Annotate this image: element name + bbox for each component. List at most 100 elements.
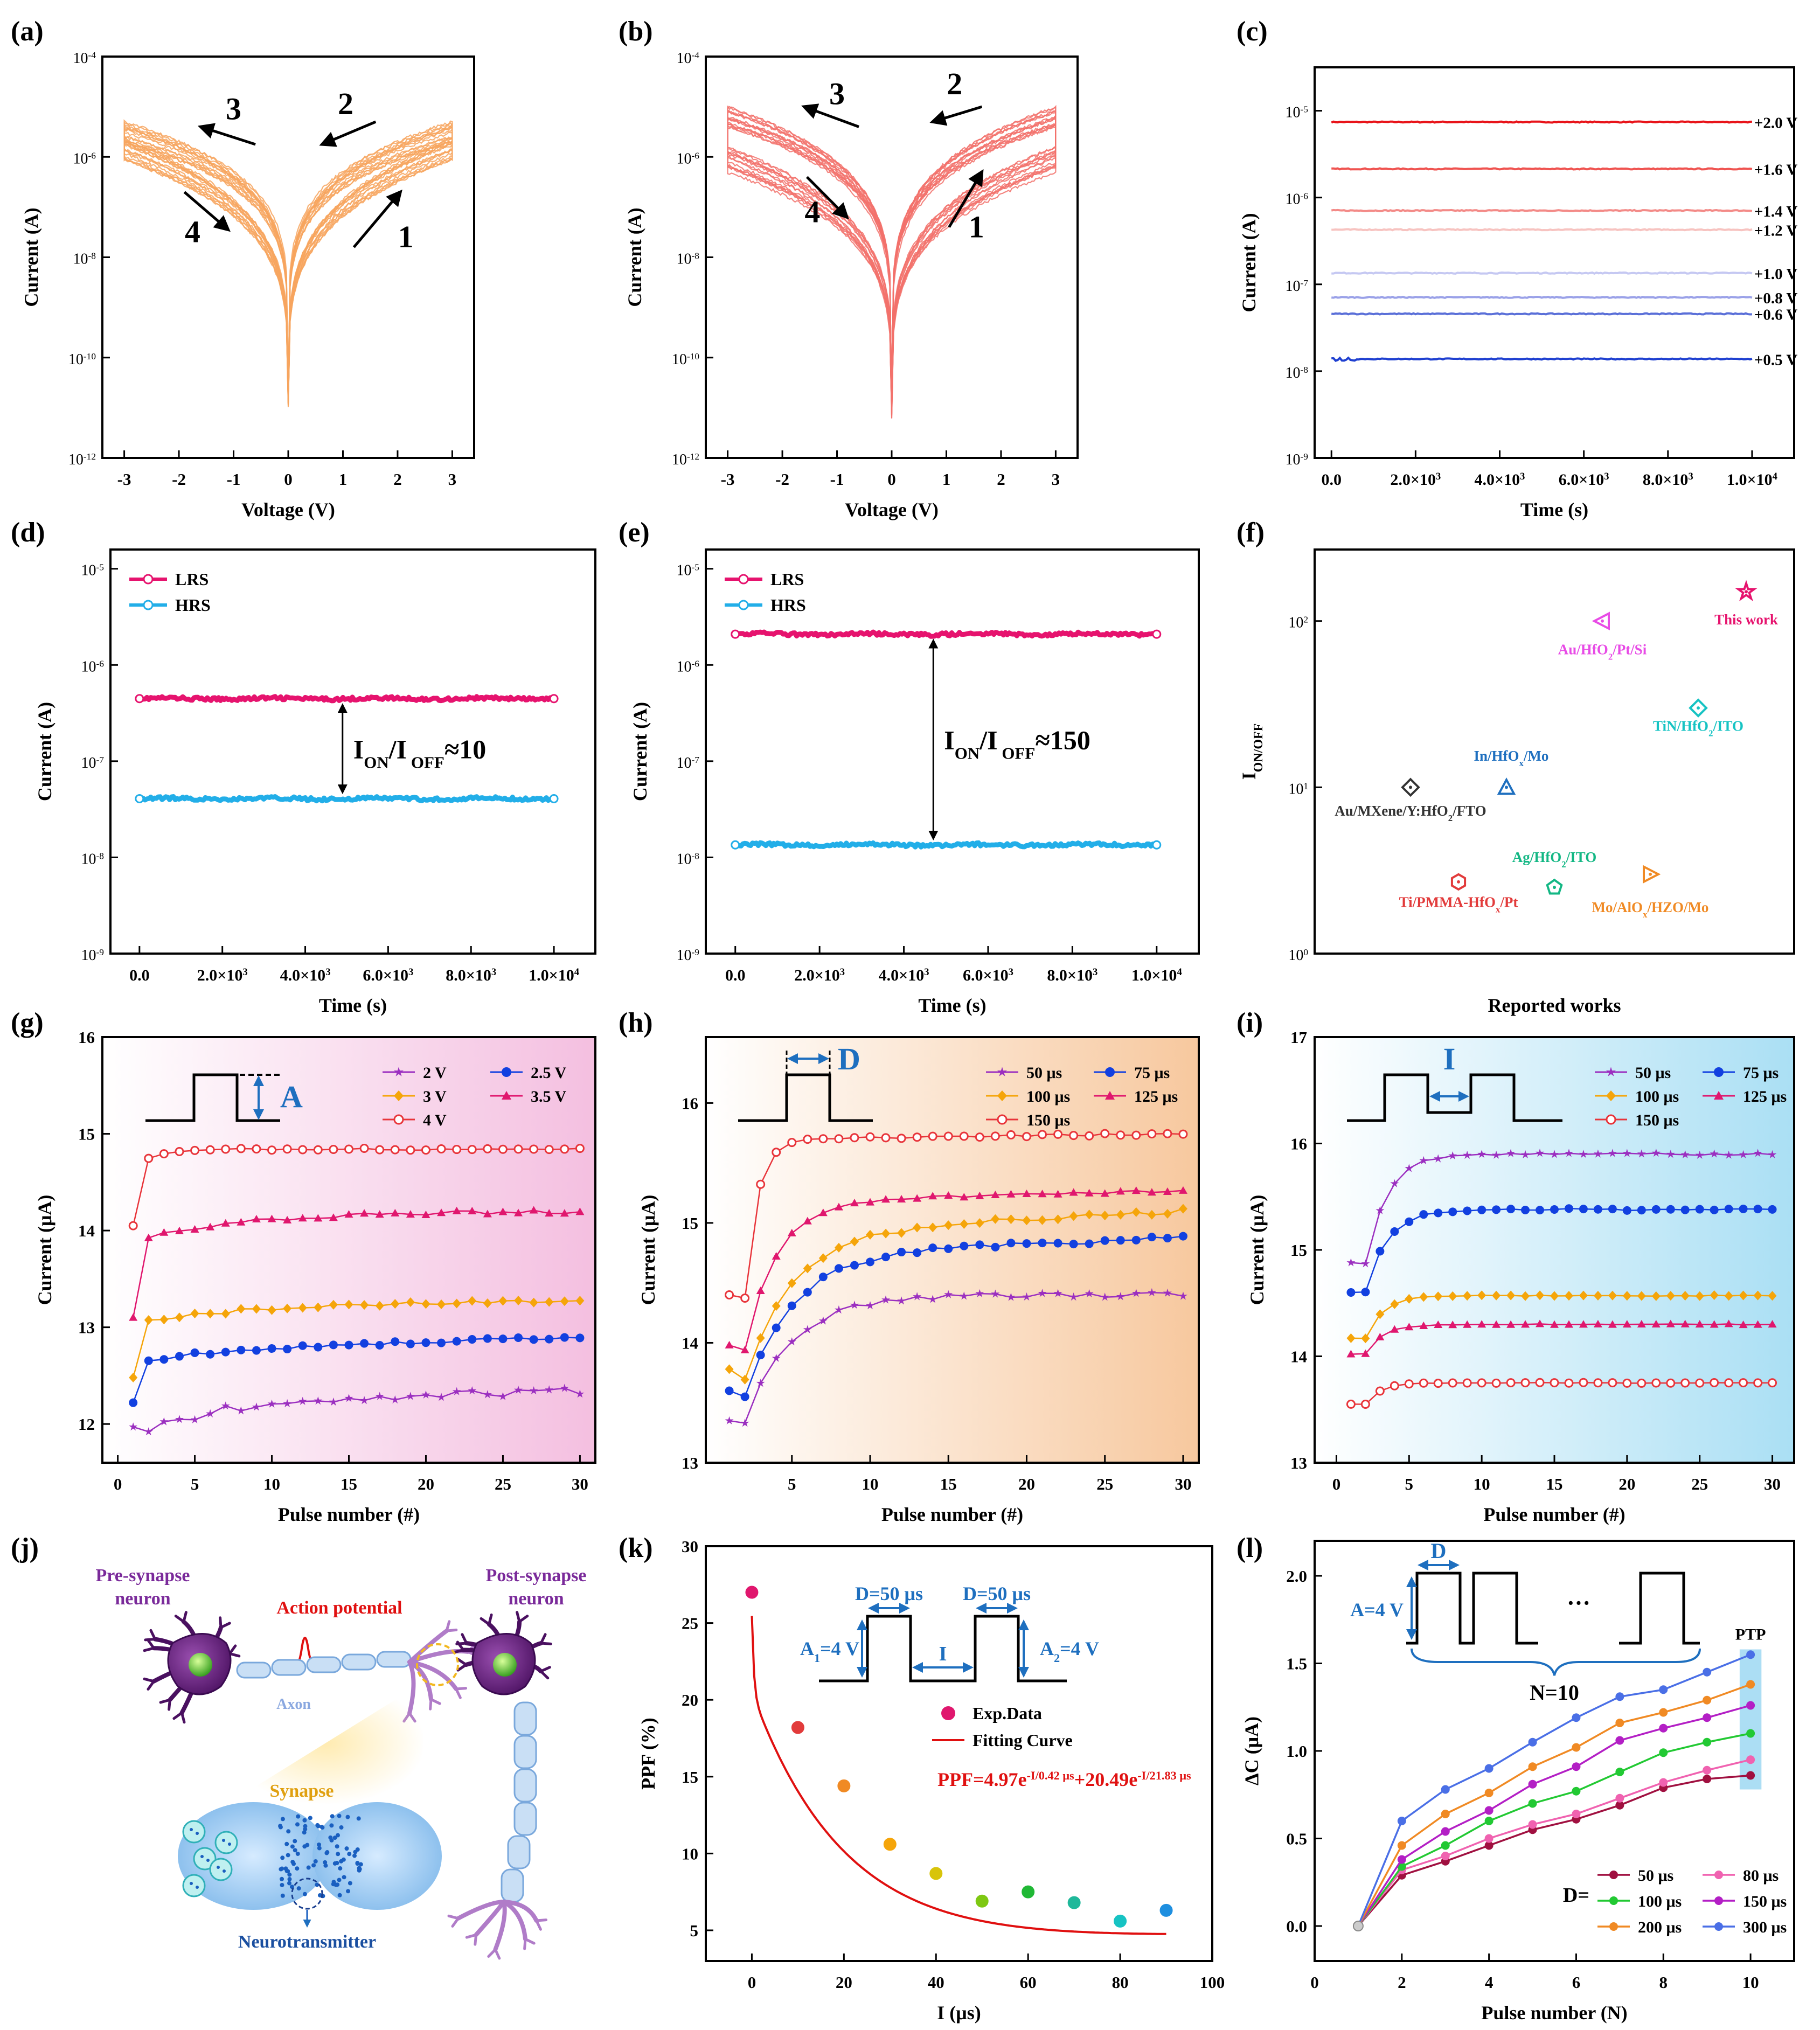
dendrite — [143, 1677, 155, 1691]
series-marker — [1695, 1378, 1705, 1388]
axes-frame — [705, 1545, 1213, 1962]
y-tick-label: 10-8 — [1286, 364, 1309, 381]
comparison-marker-dot — [1457, 880, 1460, 884]
fit-equation: PPF=4.97e-I/0.42 μs+20.49e-I/21.83 μs — [937, 1769, 1191, 1791]
series-marker — [865, 1132, 875, 1142]
neurotransmitter-dot — [335, 1882, 340, 1887]
series-marker — [1680, 1319, 1690, 1327]
neurotransmitter-dot — [332, 1836, 337, 1840]
series-marker — [1724, 1291, 1733, 1301]
series-marker — [897, 1248, 906, 1257]
series-marker — [1680, 1291, 1690, 1301]
series-marker — [575, 1144, 585, 1153]
axon-segment — [271, 1659, 307, 1676]
neurotransmitter-dot — [337, 1813, 342, 1818]
axon-terminal — [407, 1629, 449, 1664]
text-part: 10 — [81, 562, 96, 579]
neurotransmitter-dot — [295, 1866, 300, 1871]
series-marker — [483, 1209, 492, 1218]
pre-synapse-label: neuron — [115, 1589, 170, 1609]
y-tick-label: 16 — [78, 1028, 95, 1047]
series-marker — [803, 1216, 812, 1225]
series-marker — [1746, 1650, 1755, 1659]
neurotransmitter-dot — [346, 1889, 351, 1894]
series-marker — [1375, 1386, 1385, 1396]
series-label: +1.0 V — [1754, 266, 1798, 283]
dendrite — [452, 1640, 465, 1654]
series-marker — [1768, 1378, 1777, 1388]
series-marker — [129, 1398, 138, 1407]
series-marker — [1361, 1333, 1370, 1344]
post-synapse-label: Post-synapse — [485, 1566, 586, 1586]
series-marker — [1448, 1320, 1457, 1329]
text-part: TiN/Hf — [1653, 718, 1698, 734]
y-tick-label: 15 — [78, 1125, 95, 1144]
x-tick-label: 5 — [1405, 1475, 1414, 1493]
y-tick-label: 14 — [1290, 1347, 1307, 1366]
retention-band — [733, 629, 1157, 639]
neurotransmitter-dot — [317, 1846, 322, 1851]
series-marker — [421, 1299, 430, 1309]
text-part: -8 — [96, 851, 105, 861]
series-marker — [1703, 1737, 1712, 1747]
series-marker — [529, 1335, 538, 1344]
vesicle-content — [223, 1869, 226, 1873]
series-marker — [298, 1303, 307, 1313]
series-marker — [803, 1325, 812, 1333]
series-marker — [560, 1384, 569, 1392]
series-marker — [344, 1299, 353, 1310]
series-marker — [1579, 1150, 1588, 1158]
text-part: 10 — [81, 947, 96, 964]
axon-segment — [236, 1661, 272, 1679]
series-marker — [1484, 1789, 1493, 1797]
series-marker — [1564, 1378, 1574, 1388]
text-part: 3 — [840, 967, 845, 978]
x-tick-label: 30 — [1764, 1475, 1781, 1493]
series-marker — [314, 1396, 323, 1405]
series-marker — [1724, 1205, 1733, 1214]
text-part: 2 — [1608, 651, 1613, 662]
retention-line — [1331, 356, 1753, 362]
iv-curve — [123, 127, 453, 405]
axes-frame — [705, 548, 1200, 955]
series-marker — [1463, 1206, 1472, 1215]
series-marker — [928, 1192, 937, 1200]
post-terminal — [465, 1933, 478, 1946]
ptp-pulse-waveform — [1619, 1572, 1700, 1645]
panel-label-a: (a) — [11, 16, 44, 47]
axon-terminal — [429, 1698, 441, 1711]
x-axis-label: I (μs) — [937, 2002, 981, 2024]
neurotransmitter-dot — [306, 1865, 311, 1870]
series-marker — [1703, 1667, 1712, 1677]
series-marker — [175, 1352, 184, 1361]
series-marker — [498, 1207, 508, 1215]
y-tick-label: 10-8 — [81, 851, 105, 868]
x-tick-label: 8 — [1659, 1973, 1668, 1992]
series-marker — [1085, 1239, 1094, 1248]
text-part: -8 — [692, 251, 700, 261]
retention-line — [1331, 295, 1753, 300]
action-potential-label: Action potential — [276, 1598, 402, 1618]
series-marker — [803, 1263, 812, 1274]
neurotransmitter-dot — [311, 1863, 316, 1868]
text-part: 10 — [1288, 615, 1303, 631]
text-part: O — [1597, 641, 1608, 657]
ptp-highlight — [1739, 1649, 1762, 1790]
series-marker — [406, 1339, 415, 1348]
text-part: 10 — [677, 947, 692, 964]
sweep-arrow — [929, 105, 983, 126]
series-marker — [283, 1345, 292, 1354]
vesicle-content — [200, 1855, 204, 1858]
series-marker — [1746, 1680, 1755, 1689]
series-label: +2.0 V — [1754, 115, 1798, 132]
y-axis-label: Current (μA) — [34, 1195, 55, 1305]
text-part: 10 — [73, 50, 88, 67]
series-marker — [1390, 1325, 1399, 1333]
series-marker — [452, 1387, 461, 1395]
series-marker — [1405, 1164, 1414, 1172]
legend-prefix: D= — [1563, 1884, 1589, 1907]
series-marker — [1593, 1378, 1603, 1388]
series-marker — [1361, 1259, 1370, 1268]
neurotransmitter-dot — [287, 1872, 292, 1877]
retention-line — [1331, 271, 1753, 275]
